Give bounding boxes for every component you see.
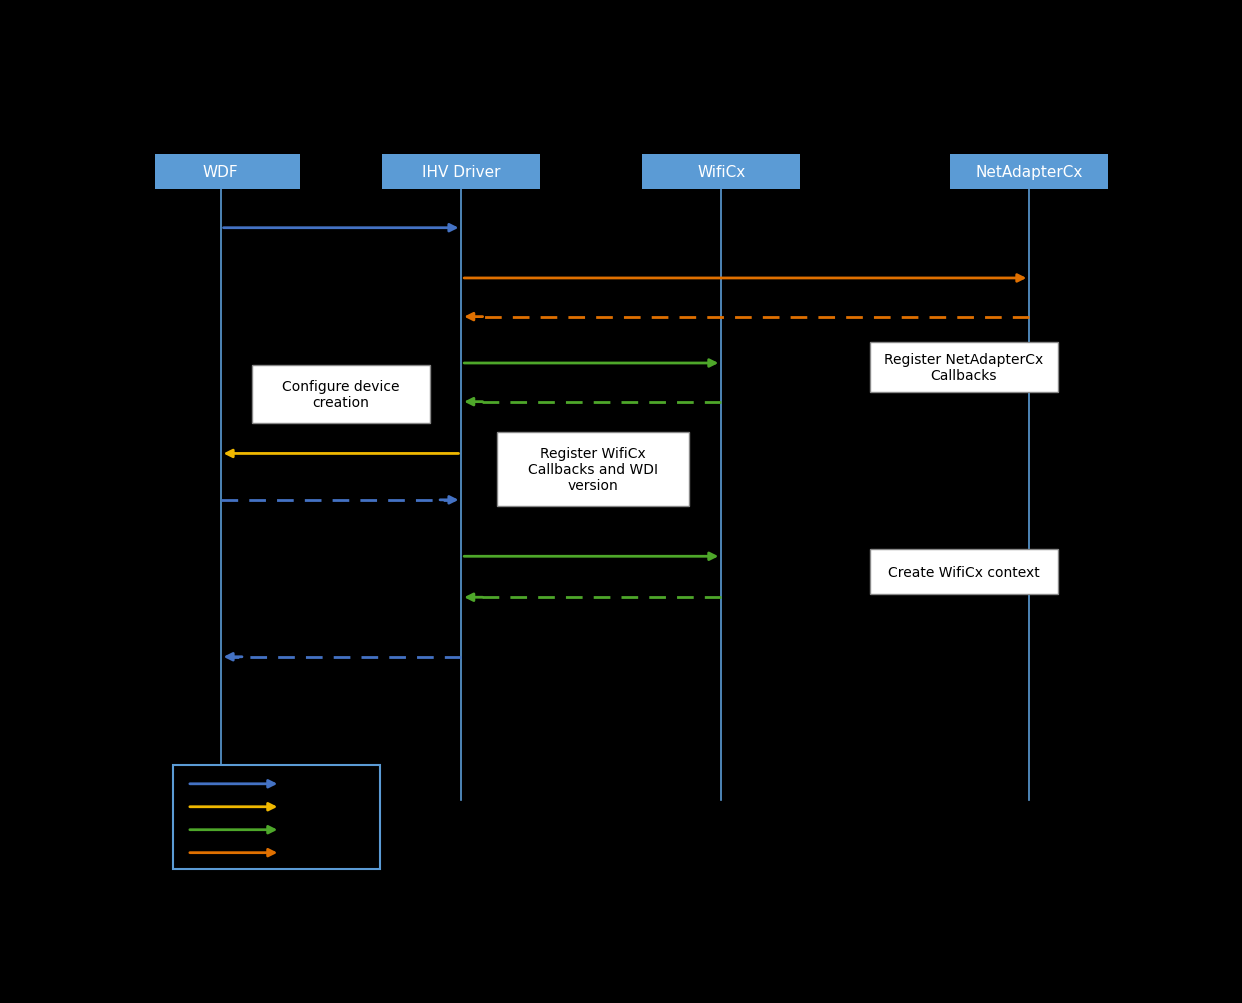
- Text: Register NetAdapterCx
Callbacks: Register NetAdapterCx Callbacks: [884, 352, 1043, 382]
- Text: Configure device
creation: Configure device creation: [282, 379, 400, 409]
- Text: WDF: WDF: [202, 165, 238, 180]
- FancyBboxPatch shape: [497, 432, 689, 507]
- Text: NetAdapterCx: NetAdapterCx: [975, 165, 1083, 180]
- FancyBboxPatch shape: [869, 342, 1058, 392]
- Text: IHV Driver: IHV Driver: [422, 165, 501, 180]
- Text: Register WifiCx
Callbacks and WDI
version: Register WifiCx Callbacks and WDI versio…: [528, 446, 658, 492]
- FancyBboxPatch shape: [642, 155, 800, 190]
- FancyBboxPatch shape: [950, 155, 1108, 190]
- Text: Create WifiCx context: Create WifiCx context: [888, 565, 1040, 579]
- FancyBboxPatch shape: [869, 550, 1058, 595]
- FancyBboxPatch shape: [173, 765, 380, 870]
- Text: WifiCx: WifiCx: [697, 165, 745, 180]
- FancyBboxPatch shape: [142, 155, 299, 190]
- FancyBboxPatch shape: [252, 365, 430, 423]
- FancyBboxPatch shape: [383, 155, 540, 190]
